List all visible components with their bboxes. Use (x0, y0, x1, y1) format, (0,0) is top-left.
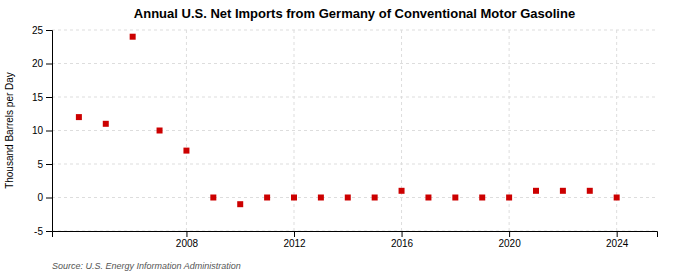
y-tick-mark (46, 198, 52, 199)
point (103, 121, 109, 127)
plot: 2008 2012 2016 2020 2024 -5 0 5 10 15 20 25 (32, 25, 658, 249)
point (372, 195, 378, 201)
point (399, 188, 405, 194)
x-tick-label: 2020 (498, 238, 521, 249)
y-grid-line (52, 63, 657, 64)
y-axis-line (46, 31, 53, 232)
x-tick-mark (186, 231, 187, 237)
title: Annual U.S. Net Imports from Germany of … (134, 6, 575, 21)
y-tick-label: 5 (37, 159, 43, 170)
point (425, 195, 431, 201)
annotation: Source: U.S. Energy Information Administ… (52, 261, 241, 271)
x-tick: 2020 (498, 231, 521, 249)
x-tick: 2012 (283, 231, 306, 249)
point (157, 128, 163, 134)
y-tick-label: 10 (32, 125, 44, 136)
y-tick: -5 (34, 226, 52, 237)
y-grid-line (52, 164, 657, 165)
point (587, 188, 593, 194)
y-tick: 15 (32, 92, 52, 103)
x-tick-mark (617, 231, 618, 237)
y-tick-mark (46, 164, 52, 165)
point (452, 195, 458, 201)
x-grid-line (294, 30, 295, 231)
y-tick: 0 (37, 192, 52, 203)
y-grid-line (52, 97, 657, 98)
x-tick-mark (294, 231, 295, 237)
point (479, 195, 485, 201)
x-grid-line (186, 30, 187, 231)
y-tick-mark (46, 30, 52, 31)
x-grid-line (509, 30, 510, 231)
y-tick-mark (46, 97, 52, 98)
x-tick: 2016 (391, 231, 414, 249)
x-tick: 2008 (176, 231, 199, 249)
x-tick-label: 2016 (391, 238, 414, 249)
y-axis-label: Thousand Barrels per Day (4, 72, 15, 189)
point (345, 195, 351, 201)
x-tick-label: 2012 (283, 238, 306, 249)
x-tick-mark (509, 231, 510, 237)
x-tick-label: 2024 (606, 238, 629, 249)
y-tick-label: 15 (32, 92, 44, 103)
y-tick: 10 (32, 125, 52, 136)
point (560, 188, 566, 194)
point (614, 195, 620, 201)
y-tick-mark (46, 64, 52, 65)
points (76, 34, 620, 208)
y-tick: 20 (32, 58, 52, 69)
x-tick: 2024 (606, 231, 629, 249)
x-tick-mark (402, 231, 403, 237)
grid (52, 30, 657, 231)
y-tick-label: 20 (32, 58, 44, 69)
x-grid-line (616, 30, 617, 231)
point (506, 195, 512, 201)
point (291, 195, 297, 201)
y-tick-mark (46, 231, 52, 232)
point (76, 114, 82, 120)
y-tick-label: 25 (32, 25, 44, 36)
x-axis: 2008 2012 2016 2020 2024 (53, 231, 658, 249)
chart: 2008 2012 2016 2020 2024 -5 0 5 10 15 20 25 Annual U… (0, 0, 675, 275)
y-tick-label: 0 (37, 192, 43, 203)
x-grid-line (401, 30, 402, 231)
y-axis: -5 0 5 10 15 20 25 (32, 25, 53, 237)
point (130, 34, 136, 40)
x-tick-label: 2008 (176, 238, 199, 249)
y-tick: 25 (32, 25, 52, 36)
point (183, 148, 189, 154)
y-grid-line (52, 30, 657, 31)
y-grid-line (52, 197, 657, 198)
y-tick-mark (46, 131, 52, 132)
point (533, 188, 539, 194)
y-tick-label: -5 (34, 226, 43, 237)
y-grid-line (52, 130, 657, 131)
point (237, 201, 243, 207)
point (318, 195, 324, 201)
x-axis-line (53, 232, 658, 238)
point (264, 195, 270, 201)
y-tick: 5 (37, 159, 52, 170)
point (210, 195, 216, 201)
